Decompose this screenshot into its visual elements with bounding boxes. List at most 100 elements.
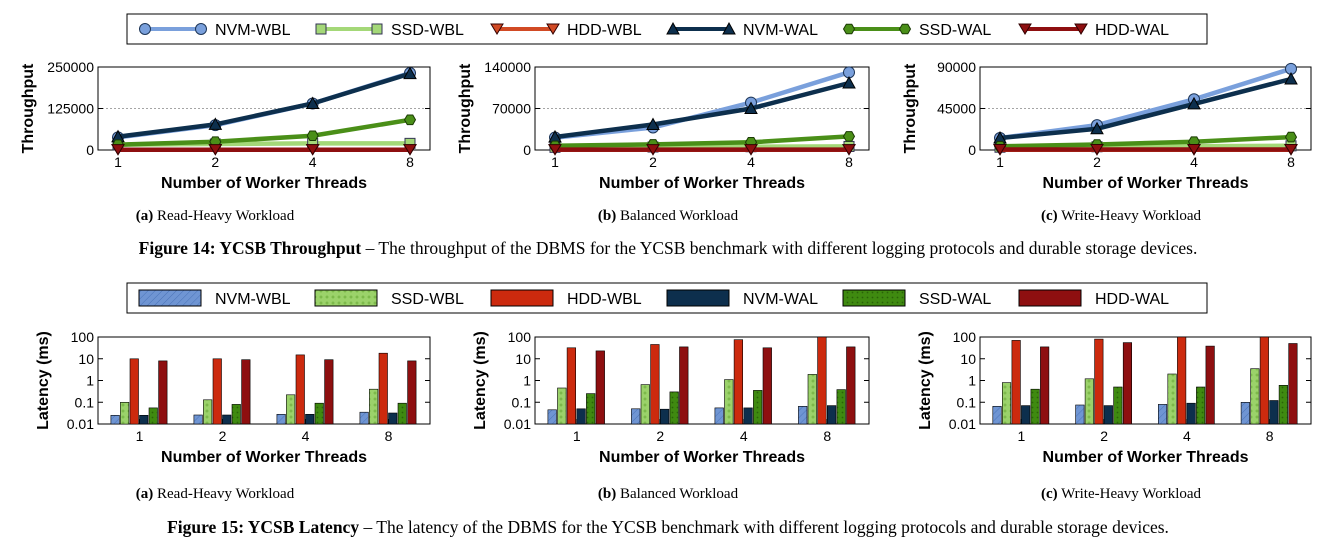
- data-point: [305, 144, 320, 156]
- legend-item-nvm-wbl: NVM-WBL: [138, 289, 291, 308]
- bar-hdd-wal: [846, 346, 856, 425]
- y-tick-label: 0.1: [512, 394, 532, 410]
- bar-ssd-wal: [314, 402, 324, 425]
- x-tick-label: 4: [1190, 154, 1198, 170]
- data-point: [403, 66, 417, 80]
- legend-label: SSD-WAL: [919, 22, 991, 39]
- data-point: [111, 144, 125, 156]
- bar-ssd-wbl: [286, 394, 296, 425]
- series-line: [554, 134, 850, 149]
- bar-hdd-wal: [407, 360, 417, 425]
- chart-panel-2: 0 70000 140000 Throughput Number of Worker T…: [457, 59, 870, 192]
- legend-item-nvm-wal: NVM-WAL: [666, 289, 818, 308]
- legend-marker: [371, 23, 383, 35]
- x-tick-label: 1: [573, 428, 581, 444]
- x-axis-label: Number of Worker Threads: [161, 175, 367, 192]
- bar-ssd-wbl: [369, 388, 379, 425]
- legend-item-hdd-wbl: HDD-WBL: [490, 22, 642, 39]
- chart-panel-4: 0.01 0.1 1 10 100 Latency (ms) Number of Worke…: [35, 329, 431, 466]
- throughput-legend: NVM-WBL SSD-WBL HDD-WBL NVM-WAL SSD-WAL HDD-W…: [126, 13, 1208, 45]
- bar-ssd-wal: [1278, 384, 1288, 425]
- series-line: [554, 80, 850, 140]
- series-line: [999, 66, 1292, 141]
- x-tick-label: 4: [740, 428, 748, 444]
- y-tick-label: 0.01: [67, 416, 94, 432]
- y-tick-label: 140000: [484, 59, 531, 75]
- bar-hdd-wal: [324, 359, 334, 425]
- bar-hdd-wbl: [1094, 338, 1104, 425]
- y-tick-label: 0: [523, 142, 531, 158]
- x-tick-label: 2: [656, 428, 664, 444]
- legend-swatch: [666, 289, 730, 307]
- x-tick-label: 4: [302, 428, 310, 444]
- bar-hdd-wbl: [1177, 336, 1187, 425]
- bar-hdd-wbl: [733, 339, 743, 425]
- legend-label: HDD-WAL: [1095, 22, 1169, 39]
- x-tick-label: 2: [219, 428, 227, 444]
- bar-nvm-wal: [388, 412, 398, 425]
- legend-label: HDD-WBL: [567, 291, 642, 308]
- series-nvm-wal: [548, 75, 856, 143]
- legend-swatch: [314, 289, 378, 307]
- data-point: [1090, 121, 1104, 135]
- data-point: [1090, 144, 1104, 156]
- x-tick-label: 2: [649, 154, 657, 170]
- y-tick-label: 10: [960, 351, 976, 367]
- bar-ssd-wbl: [1167, 373, 1177, 425]
- x-tick-label: 8: [406, 154, 414, 170]
- x-tick-label: 4: [1183, 428, 1191, 444]
- y-axis-label: Throughput: [20, 63, 37, 153]
- figure-14-caption: Figure 14: YCSB Throughput – The through…: [139, 238, 1198, 258]
- y-tick-label: 70000: [492, 101, 531, 117]
- bar-hdd-wal: [1205, 345, 1215, 425]
- bar-nvm-wbl: [1240, 401, 1250, 425]
- data-point: [744, 144, 758, 156]
- bar-hdd-wbl: [1259, 336, 1269, 425]
- data-point: [842, 75, 856, 89]
- data-point: [305, 96, 320, 110]
- legend-item-hdd-wal: HDD-WAL: [1018, 289, 1169, 308]
- data-point: [744, 101, 758, 114]
- x-tick-label: 1: [996, 154, 1004, 170]
- legend-swatch: [1018, 289, 1082, 307]
- bar-nvm-wal: [1021, 405, 1031, 425]
- bar-ssd-wal: [753, 390, 763, 425]
- y-tick-label: 90000: [937, 59, 976, 75]
- figure-15-caption: Figure 15: YCSB Latency – The latency of…: [167, 517, 1169, 537]
- data-point: [306, 130, 319, 141]
- x-tick-label: 8: [385, 428, 393, 444]
- legend-marker: [1018, 23, 1032, 35]
- data-point: [403, 144, 417, 156]
- data-point: [1284, 131, 1298, 143]
- chart-panel-1: 0 125000 250000 Throughput Number of Worker …: [20, 59, 431, 192]
- series-line: [117, 71, 411, 139]
- bar-hdd-wbl: [129, 358, 139, 425]
- legend-swatch: [138, 289, 202, 307]
- legend-item-ssd-wbl: SSD-WBL: [315, 22, 464, 39]
- bar-ssd-wal: [836, 389, 846, 425]
- x-tick-label: 2: [1100, 428, 1108, 444]
- x-axis-label: Number of Worker Threads: [161, 449, 367, 466]
- data-point: [993, 144, 1007, 156]
- bar-ssd-wbl: [557, 387, 567, 425]
- series-nvm-wbl: [994, 62, 1297, 145]
- legend-marker: [546, 23, 560, 35]
- data-point: [646, 144, 660, 156]
- bar-hdd-wal: [762, 347, 772, 425]
- bar-hdd-wal: [241, 359, 251, 425]
- x-axis-label: Number of Worker Threads: [1043, 175, 1249, 192]
- data-point: [1284, 71, 1298, 85]
- x-tick-label: 8: [1266, 428, 1274, 444]
- bar-nvm-wbl: [1075, 404, 1085, 425]
- y-axis-label: Throughput: [902, 63, 919, 153]
- subcaption-c-top: (c) Write-Heavy Workload: [1041, 208, 1202, 224]
- y-tick-label: 250000: [47, 59, 94, 75]
- series-hdd-wal: [111, 144, 417, 156]
- series-line: [117, 117, 411, 147]
- bar-ssd-wal: [1030, 388, 1040, 425]
- bar-ssd-wbl: [1084, 378, 1094, 425]
- legend-label: NVM-WBL: [215, 291, 291, 308]
- x-tick-label: 1: [114, 154, 122, 170]
- bar-nvm-wbl: [631, 408, 641, 425]
